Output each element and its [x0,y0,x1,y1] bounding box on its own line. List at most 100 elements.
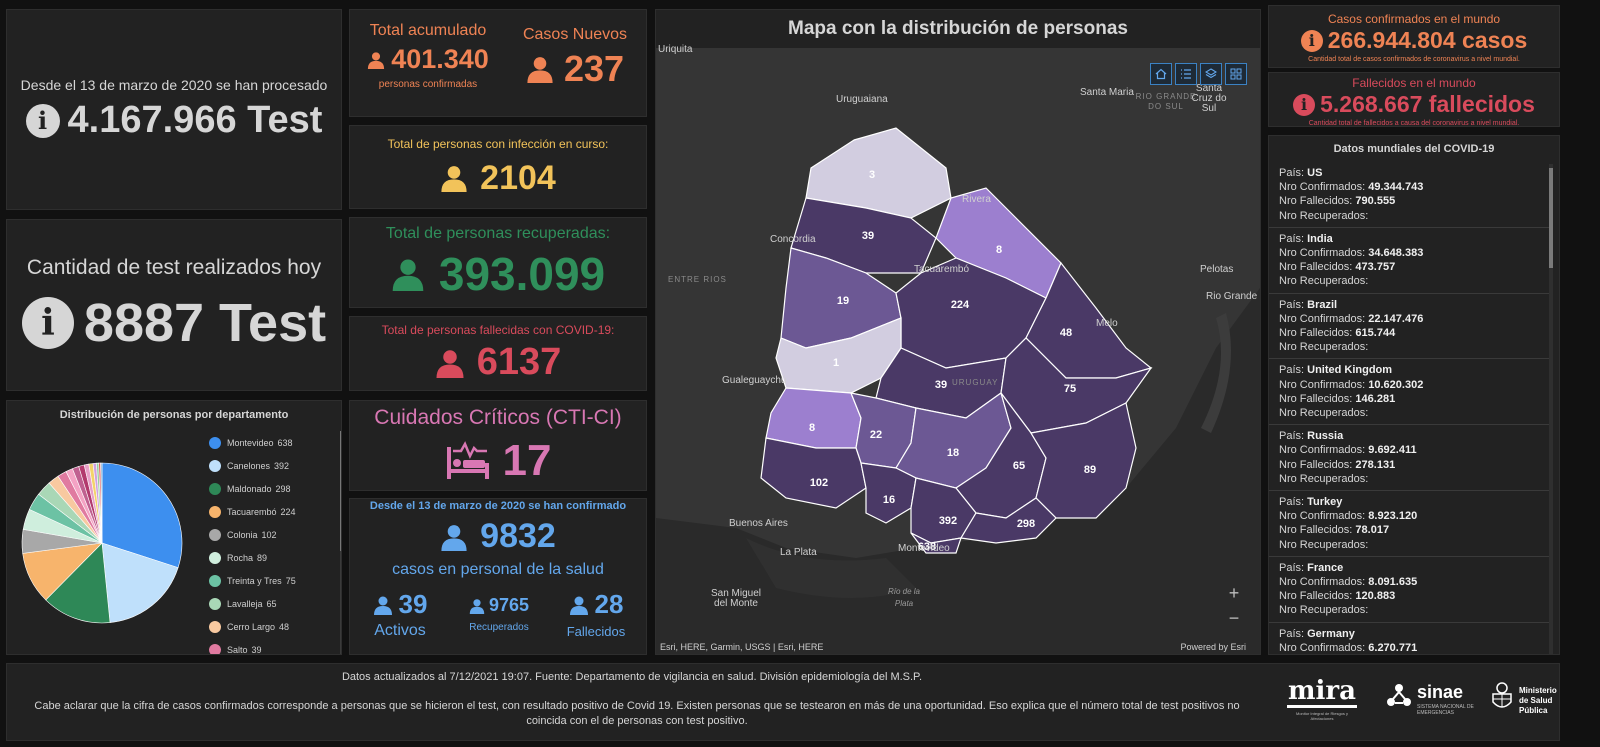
department-rocha[interactable] [1030,402,1137,519]
legend-item[interactable]: Rocha 89 [209,546,329,569]
place-label: Gualeguaychú [722,375,787,386]
legend-label: Salto [227,644,248,655]
legend-button[interactable] [1175,63,1197,85]
department-san-jose[interactable] [860,462,917,524]
legend-item[interactable]: Lavalleja 65 [209,592,329,615]
health-staff-panel: Desde el 13 de marzo de 2020 se han conf… [349,498,647,655]
legend-item[interactable]: Canelones 392 [209,454,329,477]
country-item[interactable]: País: United Kingdom Nro Confirmados: 10.… [1269,359,1553,426]
health-active-value: 39 [398,589,428,619]
place-label: Rio Grande [1206,291,1258,302]
basemap-button[interactable] [1225,63,1247,85]
department-maldonado[interactable] [960,497,1057,544]
country-field-value: 9.692.411 [1368,444,1417,457]
legend-item[interactable]: Colonia 102 [209,523,329,546]
country-field-label: País: [1279,430,1308,443]
legend-value: 298 [275,483,291,494]
country-field-value: 146.281 [1355,392,1396,405]
world-deaths-title: Fallecidos en el mundo [1352,76,1476,90]
legend-swatch [209,551,221,564]
country-list[interactable]: País: US Nro Confirmados: 49.344.743 Nro F… [1269,162,1553,654]
country-field-label: País: [1279,364,1308,377]
world-list-panel[interactable]: Datos mundiales del COVID-19 País: US Nro… [1268,135,1560,655]
country-item[interactable]: País: Russia Nro Confirmados: 9.692.411 Nr… [1269,425,1553,492]
uruguay-map[interactable]: 3 39 8 19 224 48 1 39 75 8 22 18 65 89 1… [656,48,1260,655]
country-field-label: País: [1279,561,1308,574]
country-field-label: Nro Recuperados: [1279,538,1369,551]
deceased-label: Total de personas fallecidas con COVID-1… [381,323,615,337]
legend-value: 102 [261,529,277,540]
country-field-label: Nro Recuperados: [1279,604,1369,617]
map-count: 39 [935,379,947,391]
legend-value: 638 [277,437,293,448]
pie-slice-montevideo[interactable] [101,462,183,569]
country-field-label: País: [1279,167,1308,179]
layers-button[interactable] [1200,63,1222,85]
person-icon [373,596,392,615]
home-button[interactable] [1150,63,1172,85]
active-label: Total de personas con infección en curso… [387,136,609,151]
country-item[interactable]: País: France Nro Confirmados: 8.091.635 Nr… [1269,557,1553,623]
map-attribution[interactable]: Esri, HERE, Garmin, USGS | Esri, HERE [660,642,824,652]
map-panel[interactable]: Mapa con la distribución de personas [655,9,1261,655]
health-recovered-value: 9765 [488,595,530,615]
list-scrollbar[interactable] [1549,164,1553,654]
place-label: Buenos Aires [729,518,788,529]
country-item[interactable]: País: India Nro Confirmados: 34.648.383 Nr… [1269,228,1553,294]
country-field-label: Nro Confirmados: [1279,247,1369,260]
legend-item[interactable]: Maldonado 298 [209,477,329,500]
health-deceased-value: 28 [594,589,624,619]
legend-item[interactable]: Tacuarembó 224 [209,500,329,523]
map-count: 75 [1064,383,1076,395]
world-deaths-value: 5.268.667 fallecidos [1320,91,1535,117]
map-departments[interactable] [760,127,1153,554]
msp-logo-line2: de Salud Pública [1519,696,1553,715]
department-soriano[interactable] [765,387,862,449]
active-value: 2104 [480,158,556,197]
person-icon [441,524,467,551]
map-count: 22 [870,429,882,441]
legend-item[interactable]: Montevideo 638 [209,431,329,454]
legend-swatch [209,643,221,654]
sinae-logo-sub: SISTEMA NACIONAL DE EMERGENCIAS [1417,704,1474,716]
cti-value: 17 [502,435,552,485]
pie-slice-other[interactable] [100,462,103,544]
country-item[interactable]: País: Turkey Nro Confirmados: 8.923.120 Nr… [1269,491,1553,557]
info-icon: i [1293,93,1316,116]
legend-scrollbar[interactable] [340,431,341,654]
recovered-panel: Total de personas recuperadas: 393.099 [349,217,647,308]
pie-slice-maldonado[interactable] [45,542,111,624]
legend-swatch [209,482,221,495]
department-montevideo[interactable] [910,532,962,554]
powered-by-esri[interactable]: Powered by Esri [1180,642,1246,652]
legend-item[interactable]: Cerro Largo 48 [209,615,329,638]
legend-item[interactable]: Salto 39 [209,638,329,655]
country-field-value: 473.757 [1355,261,1396,274]
zoom-in-button[interactable]: + [1228,582,1240,603]
country-field-value: India [1307,232,1333,245]
layers-icon [1205,68,1217,79]
country-field-label: Nro Recuperados: [1279,341,1369,354]
person-icon [469,598,485,614]
info-icon: i [1300,29,1323,52]
place-label: Uruguaiana [836,94,888,105]
health-staff-header: Desde el 13 de marzo de 2020 se han conf… [369,500,627,512]
sinae-logo: sinae [1417,682,1464,702]
country-item[interactable]: País: Brazil Nro Confirmados: 22.147.476 N… [1269,294,1553,360]
country-field-value: 790.555 [1355,195,1396,208]
legend-item[interactable]: Treinta y Tres 75 [209,569,329,592]
country-field-label: Nro Recuperados: [1279,275,1369,288]
legend-swatch [209,597,221,610]
country-field-value: 8.091.635 [1368,576,1418,589]
country-field-value: Russia [1307,430,1344,443]
new-cases-value: 237 [563,48,625,89]
accumulated-label: Total acumulado [369,22,487,39]
zoom-out-button[interactable]: − [1228,607,1240,628]
legend-swatch [209,436,221,449]
country-item[interactable]: País: US Nro Confirmados: 49.344.743 Nro F… [1269,162,1553,228]
pie-slice-canelones[interactable] [101,542,179,623]
country-field-value: 78.017 [1355,524,1390,537]
legend-label: Montevideo [227,437,274,448]
person-icon [436,349,464,378]
